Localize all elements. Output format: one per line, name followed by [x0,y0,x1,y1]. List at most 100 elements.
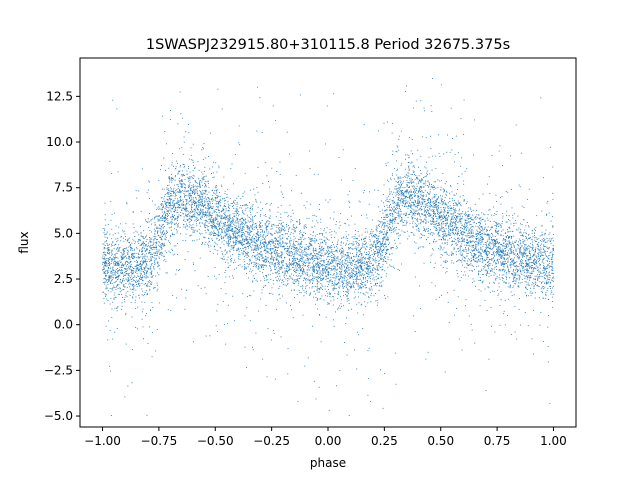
data-point [451,218,452,220]
data-point [411,217,413,219]
data-point [539,324,541,326]
data-point [177,206,179,208]
data-point [529,246,531,248]
data-point [297,253,298,255]
data-point [341,277,343,279]
data-point [237,217,239,219]
data-point [485,269,487,271]
data-point [445,181,447,183]
data-point [478,243,480,245]
data-point [527,263,529,265]
data-point [392,246,394,248]
data-point [408,192,410,194]
data-point [195,181,197,183]
data-point [138,286,140,288]
data-point [426,214,428,215]
data-point [383,247,385,249]
data-point [353,282,355,284]
data-point [295,271,296,273]
data-point [333,250,335,252]
data-point [486,257,488,259]
data-point [230,237,232,239]
data-point [417,214,419,216]
data-point [487,246,489,248]
data-point [245,254,247,256]
data-point [343,249,345,251]
data-point [472,245,474,247]
data-point [216,229,218,230]
data-point [249,268,251,270]
data-point [261,231,263,232]
data-point [200,193,202,195]
data-point [150,252,152,254]
data-point [421,178,423,180]
data-point [187,251,189,253]
data-point [224,218,226,220]
data-point [327,247,329,249]
data-point [246,252,248,254]
data-point [475,260,477,262]
data-point [537,268,539,270]
data-point [303,263,304,265]
data-point [128,267,130,269]
data-point [345,285,347,287]
data-point [312,280,314,282]
data-point [398,217,400,219]
data-point [158,206,160,208]
data-point [552,240,554,242]
data-point [292,279,294,281]
data-point [471,255,473,256]
data-point [449,197,451,199]
data-point [435,204,437,206]
data-point [356,253,358,255]
data-point [387,266,389,268]
data-point [457,240,459,241]
data-point [490,259,492,260]
data-point [180,174,182,176]
data-point [430,200,432,202]
data-point [491,243,493,245]
data-point [359,266,361,268]
data-point [167,210,169,212]
data-point [506,235,508,236]
data-point [495,231,497,233]
data-point [201,177,203,179]
data-point [300,242,302,244]
data-point [190,196,192,198]
data-point [389,206,391,208]
data-point [194,220,196,222]
data-point [512,263,514,265]
data-point [210,218,212,220]
data-point [250,214,252,216]
data-point [513,213,515,215]
data-point [299,233,301,235]
data-point [347,282,349,284]
data-point [218,224,220,226]
data-point [214,232,215,234]
data-point [154,261,156,263]
data-point [137,275,139,277]
data-point [182,203,184,205]
data-point [396,194,398,195]
data-point [276,240,278,242]
data-point [511,251,513,253]
data-point [169,119,171,120]
data-point [406,202,408,204]
data-point [489,235,491,237]
data-point [265,247,267,249]
data-point [391,210,392,212]
data-point [198,194,200,196]
data-point [292,233,294,235]
data-point [156,272,158,274]
data-point [147,276,149,278]
data-point [532,245,534,247]
data-point [459,220,460,222]
data-point [230,261,232,263]
data-point [224,193,226,194]
data-point [481,255,482,257]
data-point [505,240,507,242]
data-point [282,225,284,227]
data-point [405,201,407,203]
data-point [115,281,116,283]
data-point [309,279,311,281]
